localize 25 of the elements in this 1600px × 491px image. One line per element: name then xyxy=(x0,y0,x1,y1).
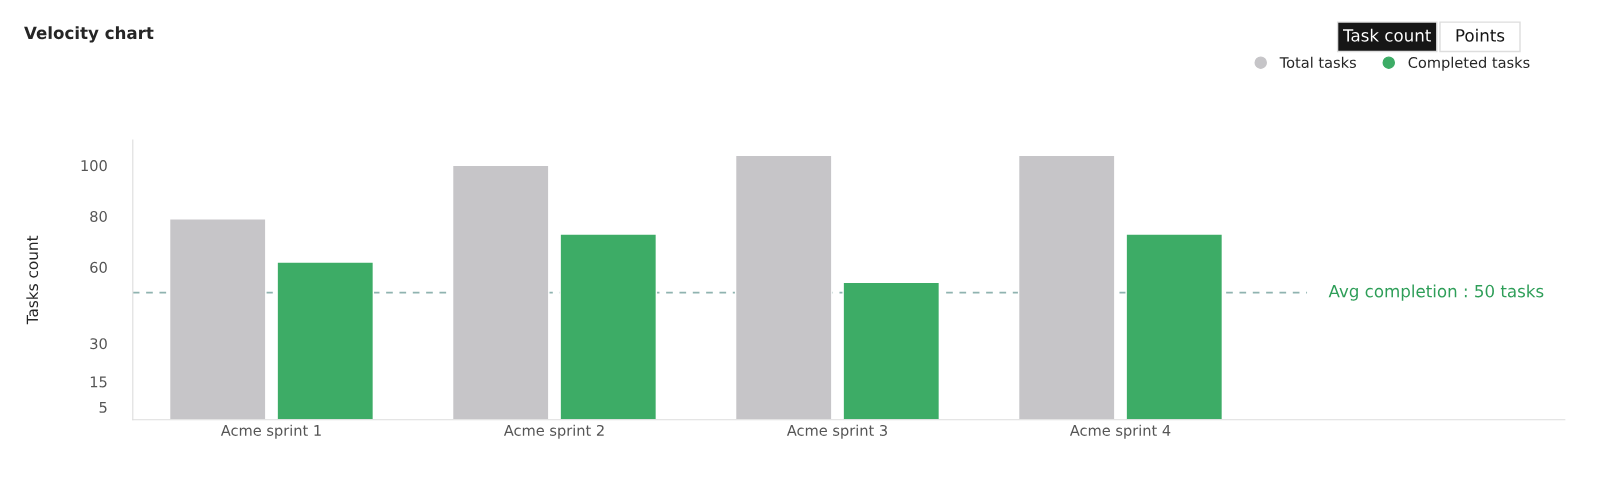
x-tick-label: Acme sprint 3 xyxy=(786,424,887,439)
x-tick-label: Acme sprint 1 xyxy=(220,424,321,439)
x-tick-label: Acme sprint 2 xyxy=(503,424,604,439)
ref-line-label: Avg completion : 50 tasks xyxy=(1328,284,1544,301)
legend-label: Completed tasks xyxy=(1408,56,1530,71)
bar xyxy=(276,261,375,420)
bar xyxy=(1125,233,1224,420)
chart-title: Velocity chart xyxy=(24,26,154,43)
bar xyxy=(734,154,833,420)
y-tick-label: 100 xyxy=(81,160,107,172)
y-tick-label: 30 xyxy=(90,338,107,350)
bar xyxy=(1017,154,1116,420)
text: Points xyxy=(1456,28,1505,42)
y-tick-label: 5 xyxy=(99,401,107,413)
bar xyxy=(168,218,267,420)
y-tick-label: 80 xyxy=(90,210,107,223)
y-axis-title: Tasks count xyxy=(26,235,39,325)
y-tick-label: 60 xyxy=(90,261,107,273)
bar xyxy=(842,281,941,420)
y-tick-label: 15 xyxy=(90,376,107,388)
legend-label: Total tasks xyxy=(1279,56,1356,69)
bar xyxy=(451,164,550,420)
bar xyxy=(559,233,658,420)
text: Task count xyxy=(1343,28,1431,42)
x-tick-label: Acme sprint 4 xyxy=(1069,424,1171,439)
